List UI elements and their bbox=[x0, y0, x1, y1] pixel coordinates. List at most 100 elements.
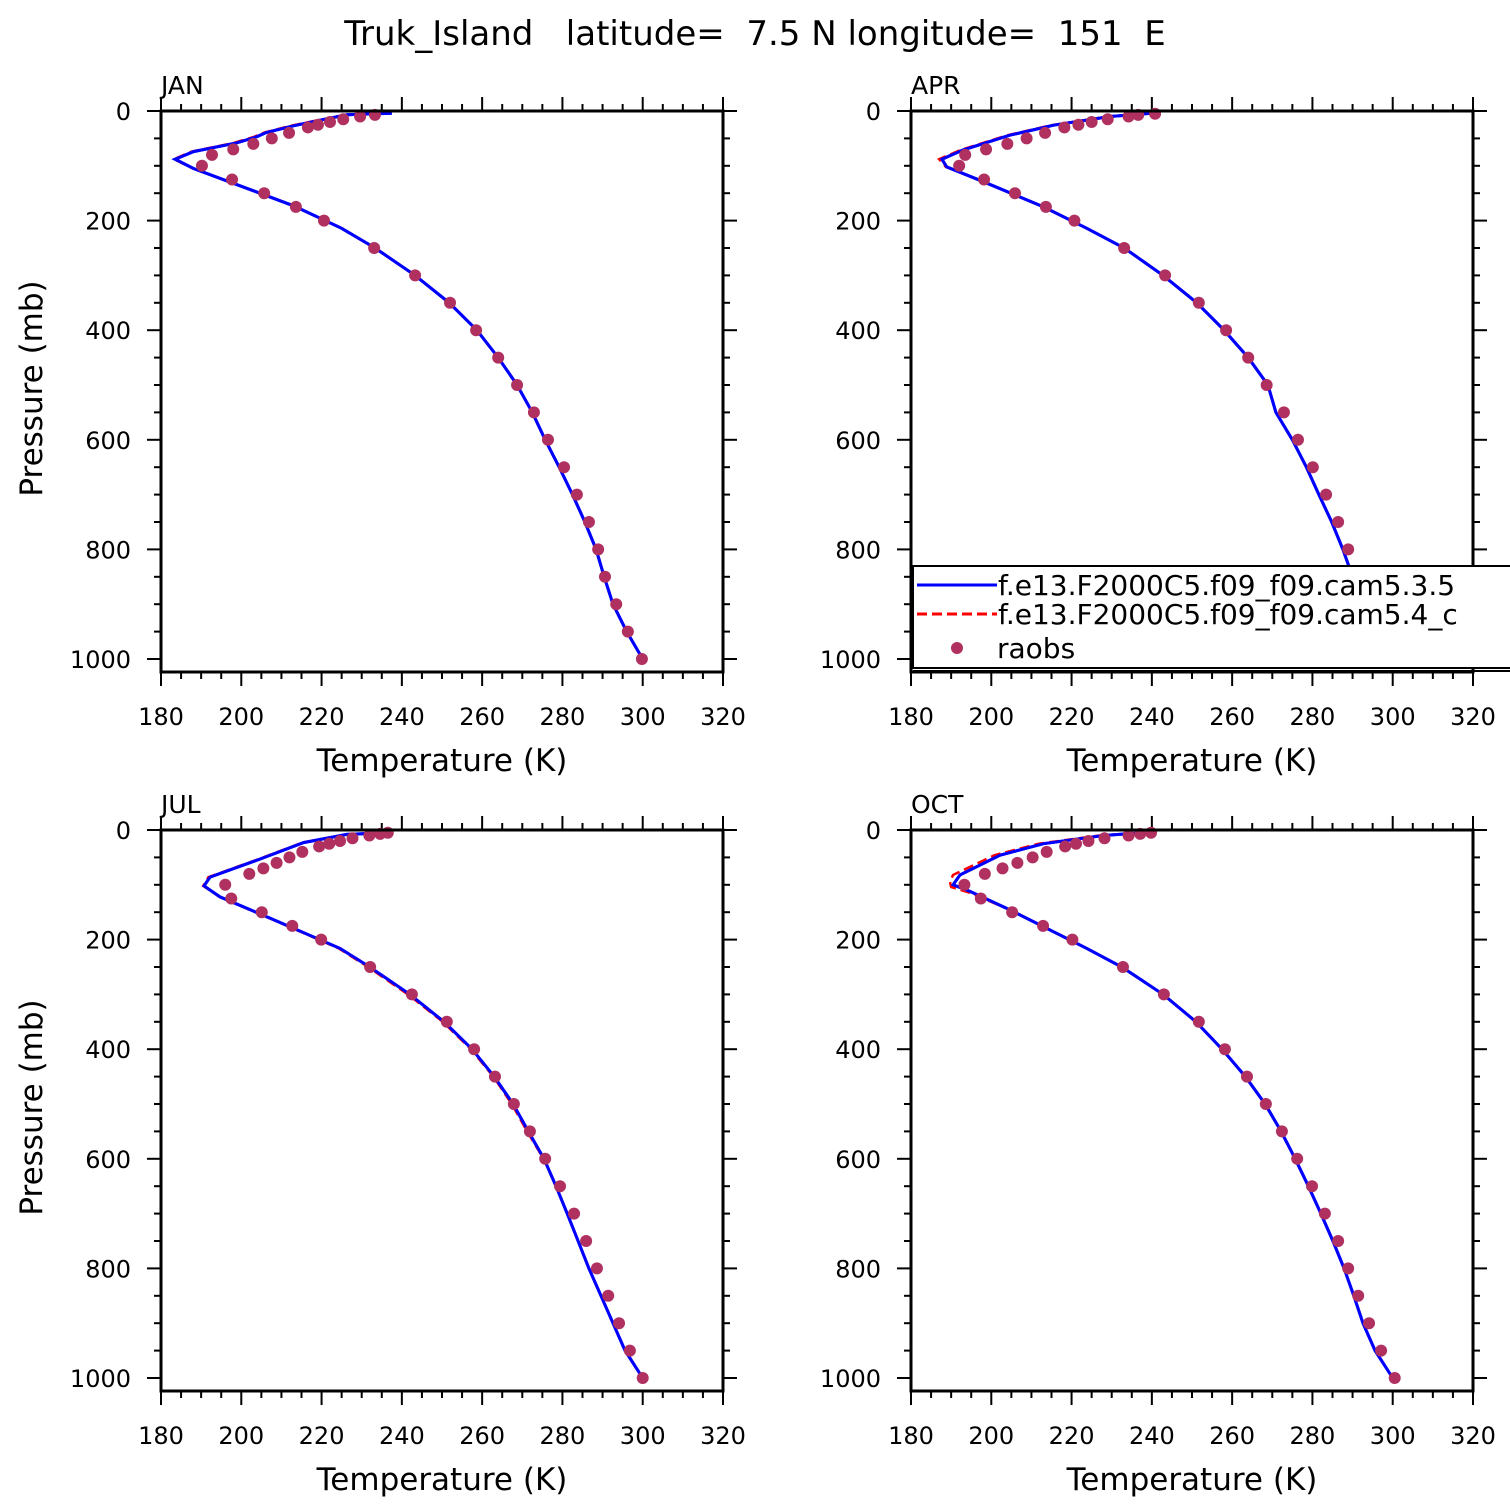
y-tick-label: 400 bbox=[85, 1036, 131, 1064]
x-tick-label: 300 bbox=[620, 703, 666, 731]
x-tick-label: 320 bbox=[700, 703, 746, 731]
raobs-point bbox=[205, 148, 218, 161]
raobs-point bbox=[635, 653, 648, 665]
raobs-point bbox=[1011, 856, 1024, 869]
y-tick-label: 200 bbox=[835, 927, 881, 955]
raobs-point bbox=[636, 1372, 649, 1384]
x-tick-label: 200 bbox=[218, 1422, 264, 1450]
y-axis-title: Pressure (mb) bbox=[14, 999, 50, 1215]
raobs-point bbox=[568, 1207, 581, 1220]
x-tick-label: 320 bbox=[700, 1422, 746, 1450]
raobs-point bbox=[1116, 961, 1129, 973]
y-tick-label: 1000 bbox=[820, 1365, 881, 1393]
legend-box bbox=[912, 565, 1510, 669]
x-axis-title: Temperature (K) bbox=[1066, 1462, 1318, 1498]
raobs-point bbox=[598, 570, 611, 583]
raobs-point bbox=[523, 1125, 536, 1138]
raobs-point bbox=[247, 137, 260, 150]
y-axis-title: Pressure (mb) bbox=[14, 280, 50, 496]
raobs-point bbox=[1066, 933, 1079, 946]
legend: f.e13.F2000C5.f09_f09.cam5.3.5 f.e13.F20… bbox=[912, 565, 1510, 672]
plot-frame bbox=[909, 828, 1475, 1393]
series-line-model2 bbox=[170, 111, 644, 660]
panel-jan: JAN 180 200 220 240 260 280 300 320 0 200 400 600 800… bbox=[14, 71, 746, 779]
raobs-point bbox=[1026, 851, 1039, 864]
y-tick-label: 600 bbox=[835, 1146, 881, 1174]
raobs-point bbox=[1006, 906, 1019, 919]
x-tick-label: 240 bbox=[379, 703, 425, 731]
raobs-point bbox=[1332, 516, 1345, 528]
raobs-point bbox=[1058, 121, 1071, 134]
raobs-point bbox=[1122, 829, 1135, 842]
x-tick-label: 260 bbox=[459, 1422, 505, 1450]
raobs-point bbox=[1101, 113, 1114, 126]
raobs-point bbox=[1306, 461, 1319, 474]
series-line-model1-overlay bbox=[171, 111, 644, 660]
plot-frame bbox=[159, 828, 725, 1393]
series-line-model1 bbox=[201, 831, 644, 1379]
raobs-point bbox=[539, 1152, 552, 1165]
raobs-point bbox=[602, 1289, 615, 1302]
raobs-point bbox=[1260, 379, 1273, 391]
raobs-point bbox=[1001, 137, 1014, 150]
y-tick-label: 1000 bbox=[70, 1365, 131, 1393]
raobs-point bbox=[582, 516, 595, 528]
raobs-point bbox=[1192, 296, 1205, 309]
raobs-point bbox=[1363, 1317, 1376, 1330]
raobs-point bbox=[368, 242, 381, 254]
raobs-point bbox=[317, 214, 330, 227]
raobs-point bbox=[195, 159, 208, 172]
raobs-point bbox=[334, 834, 347, 847]
y-tick-label: 800 bbox=[85, 1255, 131, 1283]
series-line-model1 bbox=[171, 111, 644, 660]
x-tick-label: 240 bbox=[1129, 1422, 1175, 1450]
raobs-point bbox=[1159, 269, 1172, 282]
legend-label-raobs: raobs bbox=[997, 632, 1075, 665]
x-tick-label: 280 bbox=[1290, 1422, 1336, 1450]
raobs-point bbox=[283, 851, 296, 864]
raobs-point bbox=[1332, 1235, 1345, 1247]
raobs-point bbox=[301, 121, 314, 134]
raobs-point bbox=[440, 1015, 453, 1028]
raobs-point bbox=[1291, 433, 1304, 446]
raobs-point bbox=[1220, 324, 1233, 337]
raobs-point bbox=[978, 867, 991, 880]
y-tick-label: 800 bbox=[835, 1255, 881, 1283]
y-tick-label: 1000 bbox=[820, 646, 881, 674]
raobs-point bbox=[1342, 543, 1355, 556]
x-tick-label: 240 bbox=[1129, 703, 1175, 731]
raobs-point bbox=[1352, 1289, 1365, 1302]
raobs-point bbox=[1040, 845, 1053, 858]
plot-area bbox=[201, 831, 644, 1379]
x-tick-label: 240 bbox=[379, 1422, 425, 1450]
raobs-point bbox=[364, 961, 377, 973]
raobs-point bbox=[1069, 837, 1082, 850]
raobs-point bbox=[1259, 1098, 1272, 1110]
raobs-point bbox=[346, 832, 359, 845]
y-tick-label: 200 bbox=[85, 208, 131, 236]
raobs-point bbox=[227, 143, 240, 156]
raobs-point bbox=[1085, 115, 1098, 128]
raobs-point bbox=[337, 113, 350, 126]
y-tick-label: 0 bbox=[866, 98, 881, 126]
raobs-point bbox=[289, 200, 302, 213]
x-axis-title: Temperature (K) bbox=[1066, 743, 1318, 779]
raobs-point bbox=[980, 143, 993, 156]
raobs-point bbox=[226, 173, 239, 186]
x-axis-title: Temperature (K) bbox=[316, 1462, 568, 1498]
x-tick-label: 320 bbox=[1450, 1422, 1496, 1450]
raobs-point bbox=[409, 269, 422, 282]
raobs-point bbox=[283, 126, 296, 139]
x-axis-title: Temperature (K) bbox=[316, 743, 568, 779]
raobs-point bbox=[1277, 406, 1290, 419]
x-tick-label: 200 bbox=[968, 703, 1014, 731]
x-tick-label: 220 bbox=[1049, 1422, 1095, 1450]
raobs-point bbox=[507, 1098, 520, 1110]
legend-label-model2: f.e13.F2000C5.f09_f09.cam5.4_c bbox=[998, 598, 1458, 631]
raobs-point bbox=[323, 837, 336, 850]
raobs-point bbox=[225, 892, 238, 905]
raobs-point bbox=[1122, 110, 1135, 123]
y-tick-label: 600 bbox=[835, 427, 881, 455]
y-tick-label: 400 bbox=[835, 317, 881, 345]
